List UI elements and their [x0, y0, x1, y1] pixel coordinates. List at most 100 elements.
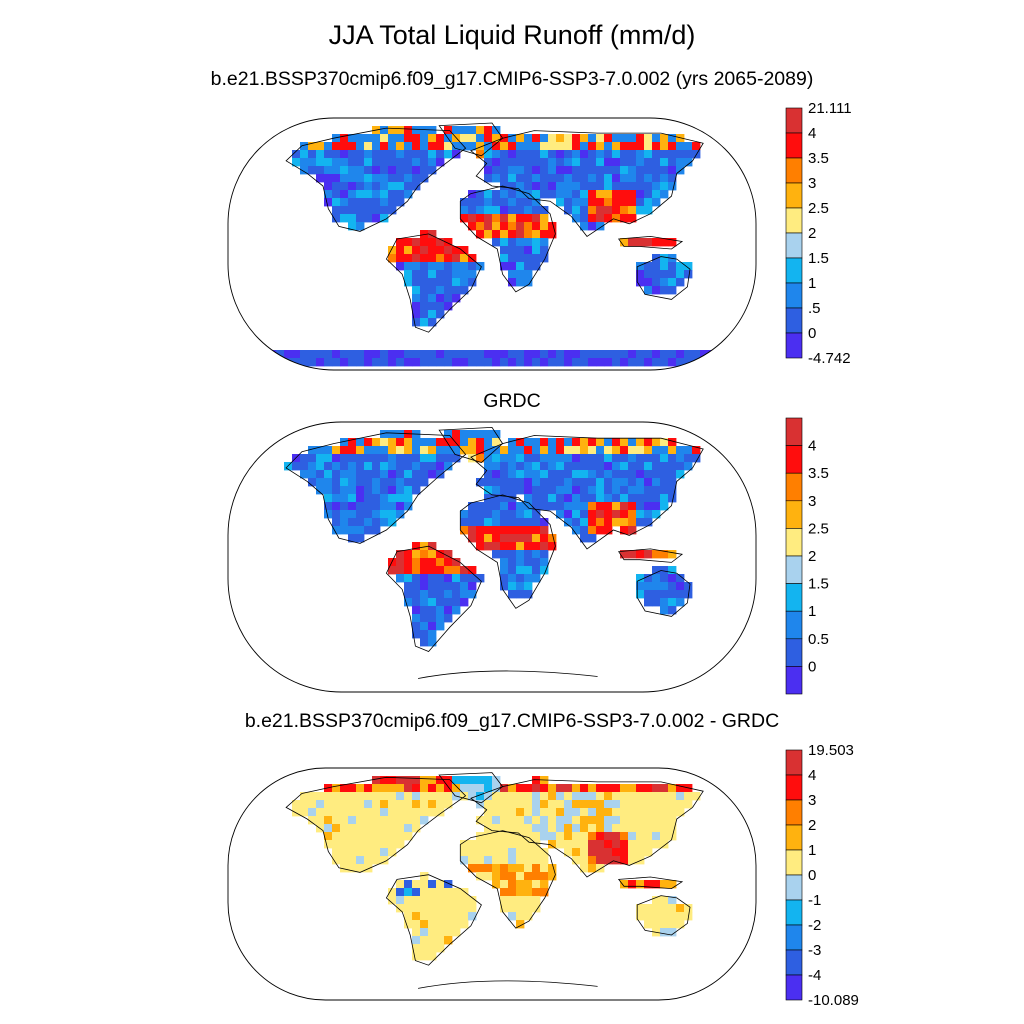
grid-cell	[412, 438, 421, 447]
grid-cell	[636, 518, 645, 527]
grid-cell	[404, 800, 413, 809]
grid-cell	[596, 824, 605, 833]
grid-cell	[548, 150, 557, 159]
grid-cell	[572, 816, 581, 825]
grid-cell	[724, 358, 733, 367]
grid-cell	[380, 174, 389, 183]
grid-cell	[420, 150, 429, 159]
grid-cell	[492, 848, 501, 857]
grid-cell	[644, 832, 653, 841]
grid-cell	[596, 856, 605, 865]
grid-cell	[564, 358, 573, 367]
grid-cell	[548, 230, 557, 239]
grid-cell	[436, 246, 445, 255]
grid-cell	[644, 816, 653, 825]
grid-cell	[524, 454, 533, 463]
grid-cell	[388, 824, 397, 833]
grid-cell	[476, 864, 485, 873]
colorbar-label: 21.111	[808, 100, 852, 117]
grid-cell	[588, 510, 597, 519]
grid-cell	[676, 470, 685, 479]
grid-cell	[516, 142, 525, 151]
grid-cell	[436, 150, 445, 159]
panel-title-diff: b.e21.BSSP370cmip6.f09_g17.CMIP6-SSP3-7.…	[244, 710, 780, 732]
grid-cell	[396, 510, 405, 519]
grid-cell	[540, 206, 549, 215]
grid-cell	[604, 848, 613, 857]
grid-cell	[628, 880, 637, 889]
grid-cell	[388, 848, 397, 857]
grid-cell	[540, 792, 549, 801]
figure-title: JJA Total Liquid Runoff (mm/d)	[328, 20, 696, 50]
grid-cell	[460, 912, 469, 921]
grid-cell	[572, 454, 581, 463]
grid-cell	[292, 158, 301, 167]
grid-cell	[516, 174, 525, 183]
grid-cell	[324, 486, 333, 495]
grid-cell	[500, 478, 509, 487]
grid-cell	[444, 302, 453, 311]
grid-cell	[508, 526, 517, 535]
grid-cell	[508, 550, 517, 559]
grid-cell	[300, 792, 309, 801]
grid-cell	[476, 478, 485, 487]
grid-cell	[596, 784, 605, 793]
grid-cell	[284, 350, 293, 359]
grid-cell	[508, 182, 517, 191]
grid-cell	[452, 920, 461, 929]
grid-cell	[372, 518, 381, 527]
grid-cell	[668, 486, 677, 495]
grid-cell	[332, 182, 341, 191]
grid-cell	[652, 494, 661, 503]
grid-cell	[356, 150, 365, 159]
grid-cell	[324, 454, 333, 463]
indonesia-coastline	[617, 876, 684, 890]
grid-cell	[564, 198, 573, 207]
grid-cell	[604, 856, 613, 865]
grid-cell	[364, 824, 373, 833]
grid-cell	[484, 190, 493, 199]
grid-cell	[556, 150, 565, 159]
grid-cell	[668, 350, 677, 359]
grid-cell	[556, 174, 565, 183]
grid-cell	[228, 350, 237, 359]
grid-cell	[420, 808, 429, 817]
grid-cell	[484, 222, 493, 231]
grid-cell	[532, 238, 541, 247]
grid-cell	[396, 174, 405, 183]
grid-cell	[308, 166, 317, 175]
grid-cell	[484, 462, 493, 471]
grid-cell	[604, 816, 613, 825]
grid-cell	[388, 438, 397, 447]
grid-cell	[516, 904, 525, 913]
grid-cell	[644, 166, 653, 175]
grid-cell	[572, 832, 581, 841]
grid-cell	[252, 358, 261, 367]
grid-cell	[372, 840, 381, 849]
grid-cell	[372, 142, 381, 151]
grid-cell	[676, 142, 685, 151]
grid-cell	[484, 542, 493, 551]
grid-cell	[516, 222, 525, 231]
grid-cell	[540, 134, 549, 143]
grid-cell	[428, 134, 437, 143]
grid-cell	[636, 454, 645, 463]
grid-cell	[380, 518, 389, 527]
grid-cell	[388, 206, 397, 215]
grid-cell	[548, 166, 557, 175]
grid-cell	[596, 526, 605, 535]
grid-cell	[332, 510, 341, 519]
grid-cell	[556, 462, 565, 471]
grid-cell	[524, 792, 533, 801]
grid-cell	[500, 880, 509, 889]
grid-cell	[364, 526, 373, 535]
grid-cell	[620, 438, 629, 447]
grid-cell	[396, 150, 405, 159]
grid-cell	[444, 262, 453, 271]
grid-cell	[380, 494, 389, 503]
grid-cell	[452, 358, 461, 367]
grid-cell	[508, 134, 517, 143]
grid-cell	[660, 462, 669, 471]
grid-cell	[540, 888, 549, 897]
grid-cell	[412, 262, 421, 271]
